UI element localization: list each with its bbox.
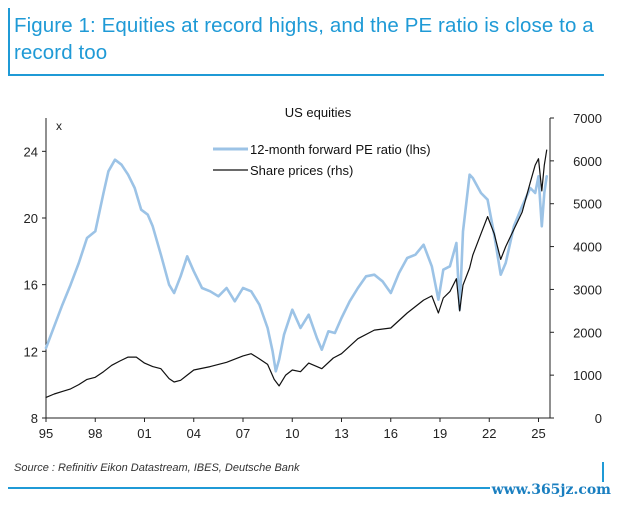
x-tick-label: 25 bbox=[531, 426, 545, 441]
series-line-pe bbox=[44, 158, 548, 373]
right-tick-label: 0 bbox=[595, 411, 602, 426]
pe-and-price-chart: US equities x 8 12 16 20 24 0 1000 2000 3000 4000… bbox=[24, 105, 602, 441]
series-lines bbox=[44, 149, 548, 398]
left-axis-unit: x bbox=[56, 119, 62, 133]
series-line-price bbox=[45, 149, 548, 398]
left-tick-label: 12 bbox=[24, 344, 38, 359]
x-tick-label: 19 bbox=[433, 426, 447, 441]
x-tick-label: 13 bbox=[334, 426, 348, 441]
legend: 12-month forward PE ratio (lhs) Share pr… bbox=[213, 142, 431, 178]
right-tick-label: 5000 bbox=[573, 197, 602, 212]
axes: 8 12 16 20 24 0 1000 2000 3000 4000 5000 6000 7000 95… bbox=[24, 111, 602, 441]
x-tick-label: 16 bbox=[384, 426, 398, 441]
title-bar bbox=[8, 8, 604, 76]
x-tick-label: 07 bbox=[236, 426, 250, 441]
watermark: www.365jz.com bbox=[489, 482, 613, 498]
legend-label-pe: 12-month forward PE ratio (lhs) bbox=[250, 142, 431, 157]
title-divider bbox=[8, 74, 604, 76]
x-tick-label: 22 bbox=[482, 426, 496, 441]
x-tick-label: 95 bbox=[39, 426, 53, 441]
page-title: Figure 1: Equities at record highs, and … bbox=[14, 14, 594, 64]
x-tick-label: 04 bbox=[187, 426, 201, 441]
legend-label-price: Share prices (rhs) bbox=[250, 163, 353, 178]
source-note: Source : Refinitiv Eikon Datastream, IBE… bbox=[14, 462, 300, 474]
right-tick-label: 2000 bbox=[573, 325, 602, 340]
footer-accent bbox=[602, 462, 604, 488]
x-tick-label: 01 bbox=[137, 426, 151, 441]
footer-divider bbox=[8, 487, 604, 489]
right-tick-label: 7000 bbox=[573, 111, 602, 126]
left-tick-label: 20 bbox=[24, 211, 38, 226]
chart-title: US equities bbox=[285, 105, 352, 120]
right-tick-label: 4000 bbox=[573, 240, 602, 255]
left-tick-label: 16 bbox=[24, 278, 38, 293]
right-tick-label: 1000 bbox=[573, 368, 602, 383]
x-tick-label: 10 bbox=[285, 426, 299, 441]
right-tick-label: 3000 bbox=[573, 282, 602, 297]
right-tick-label: 6000 bbox=[573, 154, 602, 169]
left-tick-label: 24 bbox=[24, 144, 38, 159]
x-tick-label: 98 bbox=[88, 426, 102, 441]
left-tick-label: 8 bbox=[31, 411, 38, 426]
